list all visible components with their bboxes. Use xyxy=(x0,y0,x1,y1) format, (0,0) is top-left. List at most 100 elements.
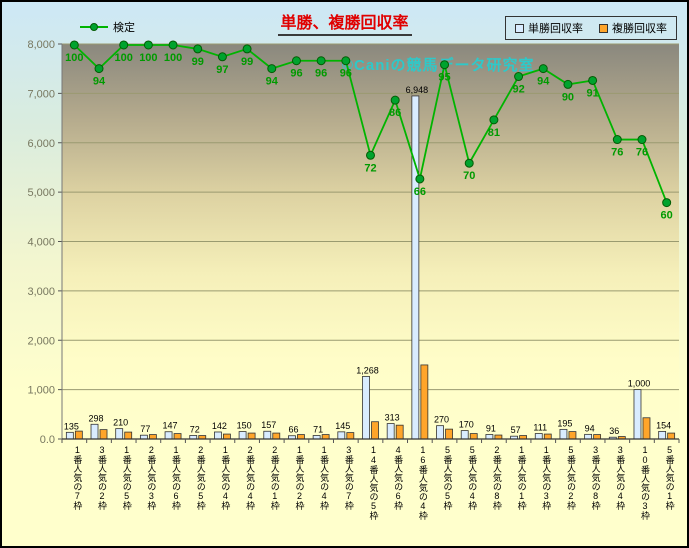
bar-value-label: 77 xyxy=(140,424,150,434)
kentei-value-label: 76 xyxy=(636,147,648,159)
kentei-marker-icon xyxy=(489,115,499,125)
legend-kentei: 検定 xyxy=(80,19,135,35)
win-rate-bar xyxy=(214,431,222,440)
kentei-marker-icon xyxy=(94,64,104,74)
bar-value-label: 154 xyxy=(656,420,671,430)
bar-value-label: 298 xyxy=(89,413,104,423)
x-axis-label: 1番人気の1枠 xyxy=(516,445,527,510)
bar-value-label: 91 xyxy=(486,424,496,434)
x-axis-label: 2番人気の4枠 xyxy=(245,445,256,510)
legend-item-win-label: 単勝回収率 xyxy=(528,23,583,35)
y-axis-label: 4,000 xyxy=(27,237,55,249)
y-axis-label: 3,000 xyxy=(27,286,55,298)
x-axis-label: 5番人気の4枠 xyxy=(467,445,478,510)
kentei-marker-icon xyxy=(588,75,598,85)
x-axis-label: 2番人気の3枠 xyxy=(146,445,157,510)
bar-value-label: 147 xyxy=(163,421,178,431)
place-rate-bar xyxy=(321,434,330,440)
kentei-value-label: 70 xyxy=(463,170,475,182)
kentei-value-label: 91 xyxy=(586,87,598,99)
kentei-marker-icon xyxy=(267,64,277,74)
win-rate-bar xyxy=(534,433,543,440)
bar-value-label: 1,268 xyxy=(356,365,379,375)
win-rate-bar xyxy=(633,389,642,440)
place-rate-bar xyxy=(420,364,429,440)
kentei-value-label: 60 xyxy=(661,210,673,222)
place-rate-bar xyxy=(371,421,379,440)
win-rate-bar xyxy=(559,428,568,440)
win-rate-bar xyxy=(485,434,494,440)
legend-box: 単勝回収率 複勝回収率 xyxy=(505,16,677,40)
place-rate-bar xyxy=(99,429,108,440)
bar-value-label: 157 xyxy=(261,420,276,430)
place-rate-bar xyxy=(568,431,577,440)
kentei-marker-icon xyxy=(316,56,326,66)
place-rate-bar xyxy=(593,434,602,440)
bar-value-label: 57 xyxy=(511,425,521,435)
watermark-text: ©Caniの競馬データ研究室 xyxy=(342,56,535,74)
win-rate-bar xyxy=(65,431,74,440)
win-rate-bar xyxy=(90,423,99,440)
kentei-marker-icon xyxy=(514,72,524,82)
place-rate-bar xyxy=(124,431,133,440)
x-axis-label: 5番人気の5枠 xyxy=(442,445,453,510)
x-axis-label: 16番人気の4枠 xyxy=(417,445,428,520)
x-axis-label: 14番人気の5枠 xyxy=(368,445,379,520)
place-rate-bar xyxy=(173,433,182,440)
place-rate-bar xyxy=(667,432,676,440)
bar-value-label: 195 xyxy=(557,418,572,428)
kentei-value-label: 100 xyxy=(65,52,83,64)
bar-value-label: 313 xyxy=(385,413,400,423)
kentei-value-label: 92 xyxy=(512,84,524,96)
x-axis-label: 3番人気の8枠 xyxy=(590,445,601,510)
x-axis-label: 1番人気の6枠 xyxy=(171,445,182,510)
kentei-marker-icon xyxy=(143,40,153,50)
x-axis-label: 10番人気の3枠 xyxy=(639,445,650,520)
bar-value-label: 145 xyxy=(335,421,350,431)
bar-value-label: 94 xyxy=(585,423,595,433)
place-rate-bar xyxy=(74,430,83,440)
kentei-marker-icon xyxy=(168,40,178,50)
kentei-marker-icon xyxy=(464,158,474,168)
kentei-marker-icon xyxy=(366,150,375,160)
kentei-value-label: 99 xyxy=(241,56,253,68)
y-axis-label: 8,000 xyxy=(27,39,55,51)
x-axis-label: 3番人気の7枠 xyxy=(343,445,354,510)
win-rate-bar xyxy=(362,375,370,440)
kentei-marker-icon xyxy=(69,40,79,50)
x-axis-label: 2番人気の5枠 xyxy=(195,445,206,510)
kentei-value-label: 96 xyxy=(315,68,327,80)
place-rate-bar xyxy=(247,432,256,440)
bar-value-label: 170 xyxy=(459,420,474,430)
kentei-marker-icon xyxy=(440,60,450,70)
bar-value-label: 210 xyxy=(113,418,128,428)
win-rate-bar xyxy=(386,423,395,440)
chart-title: 単勝、複勝回収率 xyxy=(277,9,412,36)
place-rate-bar xyxy=(297,434,305,440)
kentei-value-label: 90 xyxy=(562,91,574,103)
win-rate-bar xyxy=(460,430,469,440)
legend-kentei-label: 検定 xyxy=(113,22,135,34)
kentei-marker-icon xyxy=(563,79,573,89)
kentei-value-label: 95 xyxy=(438,72,450,84)
kentei-marker-icon xyxy=(415,174,425,184)
x-axis-label: 3番人気の4枠 xyxy=(615,445,626,510)
kentei-marker-icon xyxy=(193,44,203,54)
kentei-line-swatch xyxy=(80,23,108,31)
kentei-marker-icon xyxy=(119,40,129,50)
kentei-marker-icon xyxy=(637,135,647,145)
win-rate-bar xyxy=(263,430,272,440)
kentei-value-label: 86 xyxy=(389,107,401,119)
bar-value-label: 6,948 xyxy=(406,85,429,95)
kentei-value-label: 96 xyxy=(290,68,302,80)
kentei-marker-icon xyxy=(662,198,672,208)
kentei-value-label: 94 xyxy=(93,76,106,88)
legend-item-place-label: 複勝回収率 xyxy=(612,23,667,35)
kentei-value-label: 100 xyxy=(139,52,157,64)
kentei-marker-icon xyxy=(612,135,622,145)
bar-value-label: 72 xyxy=(190,424,200,434)
kentei-value-label: 66 xyxy=(414,186,426,198)
x-axis-label: 1番人気の7枠 xyxy=(72,445,83,510)
